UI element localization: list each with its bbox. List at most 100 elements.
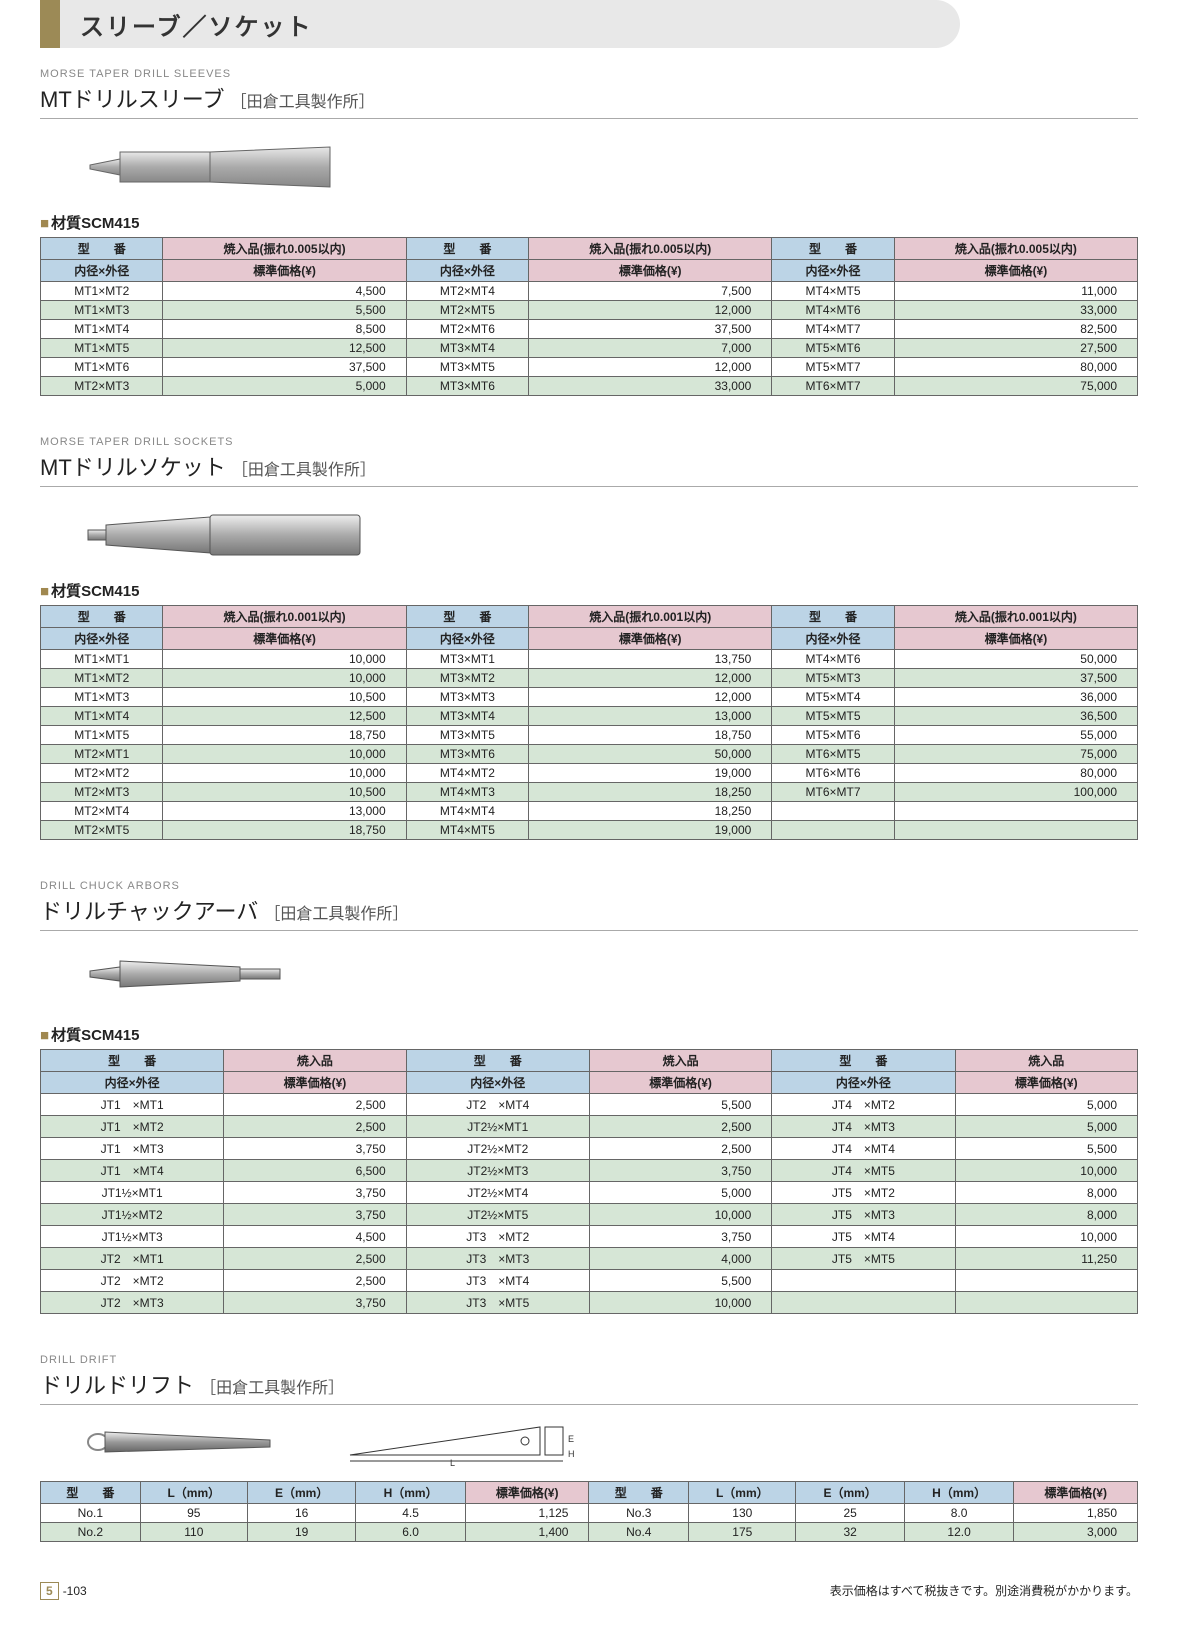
cell-price: 75,000 [894, 745, 1137, 764]
cell-price: 12,000 [529, 301, 772, 320]
cell-price: 2,500 [589, 1138, 771, 1160]
cell-price: 4,500 [163, 282, 406, 301]
table-row: JT1½×MT34,500JT3 ×MT23,750JT5 ×MT410,000 [41, 1226, 1138, 1248]
th-model: 型 番 [772, 238, 894, 260]
cell-price: 19,000 [529, 821, 772, 840]
cell-model: JT4 ×MT5 [772, 1160, 955, 1182]
cell: 130 [689, 1504, 796, 1523]
th-spec: 焼入品 [955, 1050, 1137, 1072]
cell-price: 3,750 [224, 1182, 406, 1204]
cell-price: 5,500 [589, 1270, 771, 1292]
table-row: MT1×MT210,000MT3×MT212,000MT5×MT337,500 [41, 669, 1138, 688]
cell-price: 18,750 [163, 821, 406, 840]
table-row: No.195164.51,125No.3130258.01,850 [41, 1504, 1138, 1523]
th-spec: 焼入品(振れ0.001以内) [163, 606, 406, 628]
table-row: JT1½×MT23,750JT2½×MT510,000JT5 ×MT38,000 [41, 1204, 1138, 1226]
cell-price: 13,750 [529, 650, 772, 669]
th-spec2: 内径×外径 [41, 628, 163, 650]
cell-model: MT1×MT4 [41, 320, 163, 339]
cell-price: 10,000 [163, 650, 406, 669]
table-row: MT2×MT413,000MT4×MT418,250 [41, 802, 1138, 821]
cell-price: 18,250 [529, 783, 772, 802]
jp-title: ドリルチャックアーバ ［田倉工具製作所］ [40, 894, 1138, 931]
th-spec: 焼入品(振れ0.001以内) [894, 606, 1137, 628]
cell-price: 11,000 [894, 282, 1137, 301]
cell-price: 37,500 [163, 358, 406, 377]
cell-price: 8,500 [163, 320, 406, 339]
cell-model: MT3×MT5 [406, 726, 528, 745]
cell-price [955, 1292, 1137, 1314]
cell-price: 10,000 [163, 669, 406, 688]
socket-image [80, 505, 380, 565]
cell-model: MT4×MT3 [406, 783, 528, 802]
cell: 12.0 [904, 1523, 1013, 1542]
cell-price: 2,500 [224, 1094, 406, 1116]
cell-price: 7,500 [529, 282, 772, 301]
cell-price: 18,250 [529, 802, 772, 821]
cell-price: 75,000 [894, 377, 1137, 396]
th-model: 型 番 [406, 606, 528, 628]
cell-model: MT3×MT6 [406, 745, 528, 764]
cell-model: MT1×MT1 [41, 650, 163, 669]
section-number: 5 [40, 1582, 59, 1600]
cell-model: JT2½×MT5 [406, 1204, 589, 1226]
cell-model: JT4 ×MT2 [772, 1094, 955, 1116]
table-row: JT1 ×MT33,750JT2½×MT22,500JT4 ×MT45,500 [41, 1138, 1138, 1160]
cell-price: 5,500 [589, 1094, 771, 1116]
cell-model: JT4 ×MT3 [772, 1116, 955, 1138]
cell-price: 10,500 [163, 688, 406, 707]
cell-model: JT5 ×MT3 [772, 1204, 955, 1226]
th-spec2: 内径×外径 [41, 1072, 224, 1094]
table-row: MT1×MT310,500MT3×MT312,000MT5×MT436,000 [41, 688, 1138, 707]
th-price: 標準価格(¥) [529, 628, 772, 650]
cell-model: MT4×MT4 [406, 802, 528, 821]
cell: 110 [140, 1523, 247, 1542]
tab-title: スリーブ／ソケット [80, 7, 313, 42]
th-spec2: 内径×外径 [772, 1072, 955, 1094]
cell-model: MT6×MT6 [772, 764, 894, 783]
eng-label: DRILL CHUCK ARBORS [40, 880, 1138, 892]
cell-price: 4,000 [589, 1248, 771, 1270]
cell-price: 80,000 [894, 358, 1137, 377]
cell-price: 3,750 [224, 1138, 406, 1160]
cell-model: JT3 ×MT5 [406, 1292, 589, 1314]
th-price: 標準価格(¥) [894, 628, 1137, 650]
table-row: MT2×MT518,750MT4×MT519,000 [41, 821, 1138, 840]
cell-model: MT4×MT6 [772, 650, 894, 669]
cell-price [894, 802, 1137, 821]
table-row: MT1×MT518,750MT3×MT518,750MT5×MT655,000 [41, 726, 1138, 745]
tab-body: スリーブ／ソケット [60, 0, 960, 48]
th-spec2: 内径×外径 [406, 260, 528, 282]
svg-text:L: L [450, 1458, 455, 1467]
th-spec: 焼入品(振れ0.005以内) [529, 238, 772, 260]
cell-model: MT4×MT2 [406, 764, 528, 783]
section-arbors: DRILL CHUCK ARBORS ドリルチャックアーバ ［田倉工具製作所］ … [40, 880, 1138, 1314]
cell-price: 10,000 [955, 1160, 1137, 1182]
cell-price: 33,000 [529, 377, 772, 396]
cell-model: MT4×MT5 [406, 821, 528, 840]
arbor-table: 型 番 焼入品 型 番 焼入品 型 番 焼入品 内径×外径 標準価格(¥) 内径… [40, 1049, 1138, 1314]
cell-price: 12,000 [529, 358, 772, 377]
cell-model: MT1×MT4 [41, 707, 163, 726]
cell-model: JT1 ×MT4 [41, 1160, 224, 1182]
th-spec: 焼入品(振れ0.001以内) [529, 606, 772, 628]
eng-label: DRILL DRIFT [40, 1354, 1138, 1366]
cell-price: 5,000 [163, 377, 406, 396]
cell-model: MT4×MT7 [772, 320, 894, 339]
jp-title: MTドリルソケット ［田倉工具製作所］ [40, 450, 1138, 487]
table-row: MT1×MT35,500MT2×MT512,000MT4×MT633,000 [41, 301, 1138, 320]
th-spec: 焼入品(振れ0.005以内) [163, 238, 406, 260]
cell-price: 7,000 [529, 339, 772, 358]
cell-model: MT2×MT5 [41, 821, 163, 840]
th-spec2: 内径×外径 [772, 260, 894, 282]
cell-price: 2,500 [589, 1116, 771, 1138]
th-spec: 焼入品(振れ0.005以内) [894, 238, 1137, 260]
cell-model: MT6×MT7 [772, 783, 894, 802]
cell-price: 10,000 [589, 1292, 771, 1314]
cell-model: JT1 ×MT1 [41, 1094, 224, 1116]
tab-accent-bar [40, 0, 60, 48]
th-model: 型 番 [772, 606, 894, 628]
jp-title: MTドリルスリーブ ［田倉工具製作所］ [40, 82, 1138, 119]
table-row: MT1×MT512,500MT3×MT47,000MT5×MT627,500 [41, 339, 1138, 358]
cell-model: MT1×MT3 [41, 301, 163, 320]
